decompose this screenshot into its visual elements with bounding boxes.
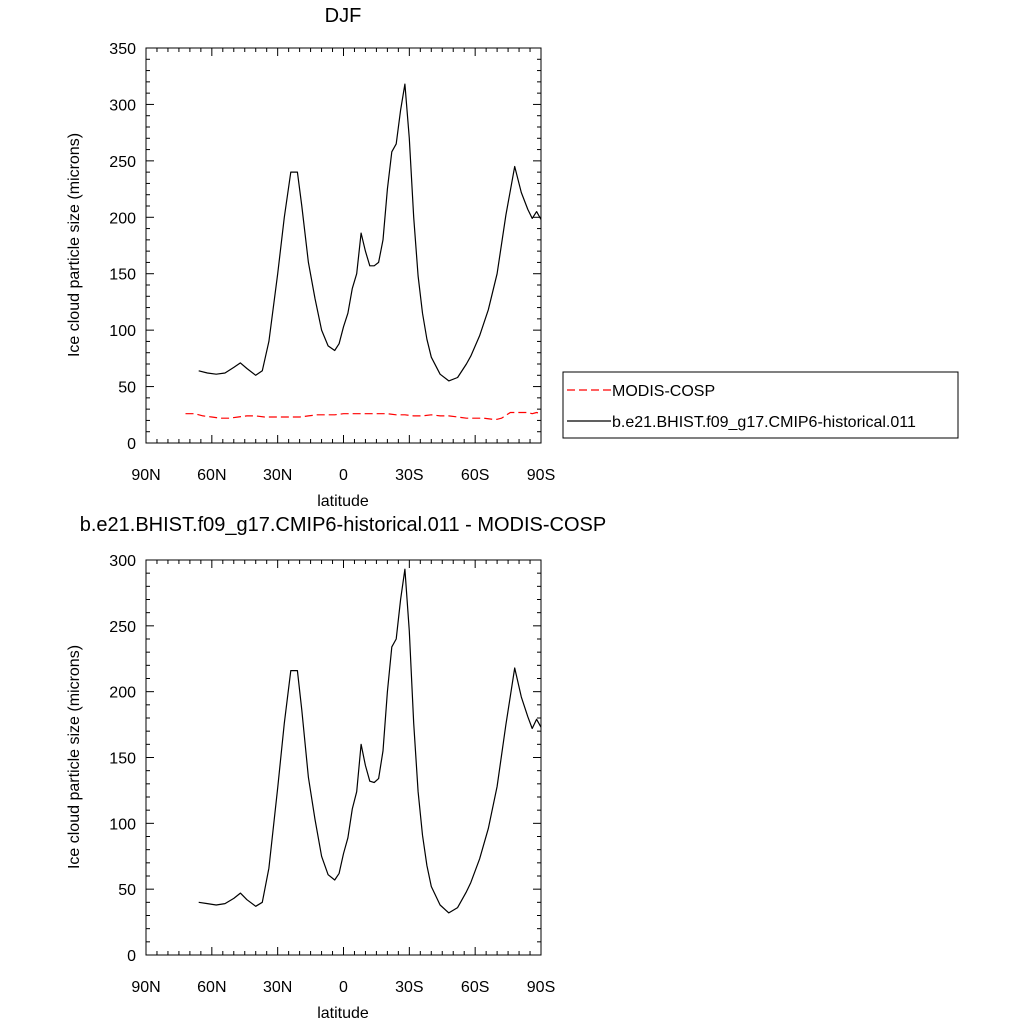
top-x-axis-label: latitude (317, 493, 369, 510)
top-series-line-0 (185, 411, 542, 420)
bottom-x-axis-label: latitude (317, 1005, 369, 1022)
top-y-tick-label: 200 (109, 210, 136, 227)
legend-label-modis: MODIS-COSP (612, 383, 715, 400)
top-x-tick-label: 30S (395, 467, 423, 484)
bottom-y-tick-label: 300 (109, 553, 136, 570)
legend: MODIS-COSP b.e21.BHIST.f09_g17.CMIP6-his… (562, 371, 959, 439)
top-x-tick-label: 90S (527, 467, 555, 484)
bottom-y-tick-label: 200 (109, 685, 136, 702)
top-x-tick-label: 90N (131, 467, 160, 484)
bottom-panel: b.e21.BHIST.f09_g17.CMIP6-historical.011… (66, 514, 606, 1022)
bottom-y-tick-label: 0 (127, 948, 136, 965)
bottom-x-tick-label: 90N (131, 979, 160, 996)
top-y-tick-label: 250 (109, 154, 136, 171)
bottom-y-tick-label: 50 (118, 882, 136, 899)
top-title: DJF (325, 5, 362, 27)
top-x-tick-label: 60S (461, 467, 489, 484)
bottom-x-tick-label: 30S (395, 979, 423, 996)
bottom-x-tick-label: 60N (197, 979, 226, 996)
bottom-x-tick-label: 30N (263, 979, 292, 996)
bottom-series (198, 568, 542, 914)
bottom-x-tick-label: 60S (461, 979, 489, 996)
top-plot-frame (145, 47, 542, 444)
top-series-line-1 (198, 83, 542, 382)
bottom-series-line-0 (198, 568, 542, 914)
top-panel: DJF 90N 60N 30N 0 30S 60S 90S 0 50 100 150 200 250 30… (66, 5, 555, 510)
legend-label-model: b.e21.BHIST.f09_g17.CMIP6-historical.011 (612, 414, 916, 431)
top-y-tick-label: 100 (109, 323, 136, 340)
top-y-axis-label: Ice cloud particle size (microns) (66, 133, 83, 357)
bottom-ticks: 90N 60N 30N 0 30S 60S 90S 0 50 100 150 200 250 300 (109, 553, 555, 996)
top-series (185, 83, 542, 420)
legend-box (562, 371, 959, 439)
top-y-tick-label: 50 (118, 380, 136, 397)
bottom-x-tick-label: 90S (527, 979, 555, 996)
top-x-tick-label: 30N (263, 467, 292, 484)
bottom-y-axis-label: Ice cloud particle size (microns) (66, 645, 83, 869)
top-y-tick-label: 150 (109, 267, 136, 284)
bottom-x-tick-label: 0 (339, 979, 348, 996)
bottom-y-tick-label: 100 (109, 816, 136, 833)
bottom-plot-frame (145, 559, 542, 956)
top-y-tick-label: 300 (109, 97, 136, 114)
top-y-tick-label: 350 (109, 41, 136, 58)
top-ticks: 90N 60N 30N 0 30S 60S 90S 0 50 100 150 200 250 300 350 (109, 41, 555, 484)
top-y-tick-label: 0 (127, 436, 136, 453)
top-x-tick-label: 60N (197, 467, 226, 484)
bottom-y-tick-label: 150 (109, 751, 136, 768)
bottom-y-tick-label: 250 (109, 619, 136, 636)
bottom-title: b.e21.BHIST.f09_g17.CMIP6-historical.011… (80, 514, 607, 536)
top-x-tick-label: 0 (339, 467, 348, 484)
